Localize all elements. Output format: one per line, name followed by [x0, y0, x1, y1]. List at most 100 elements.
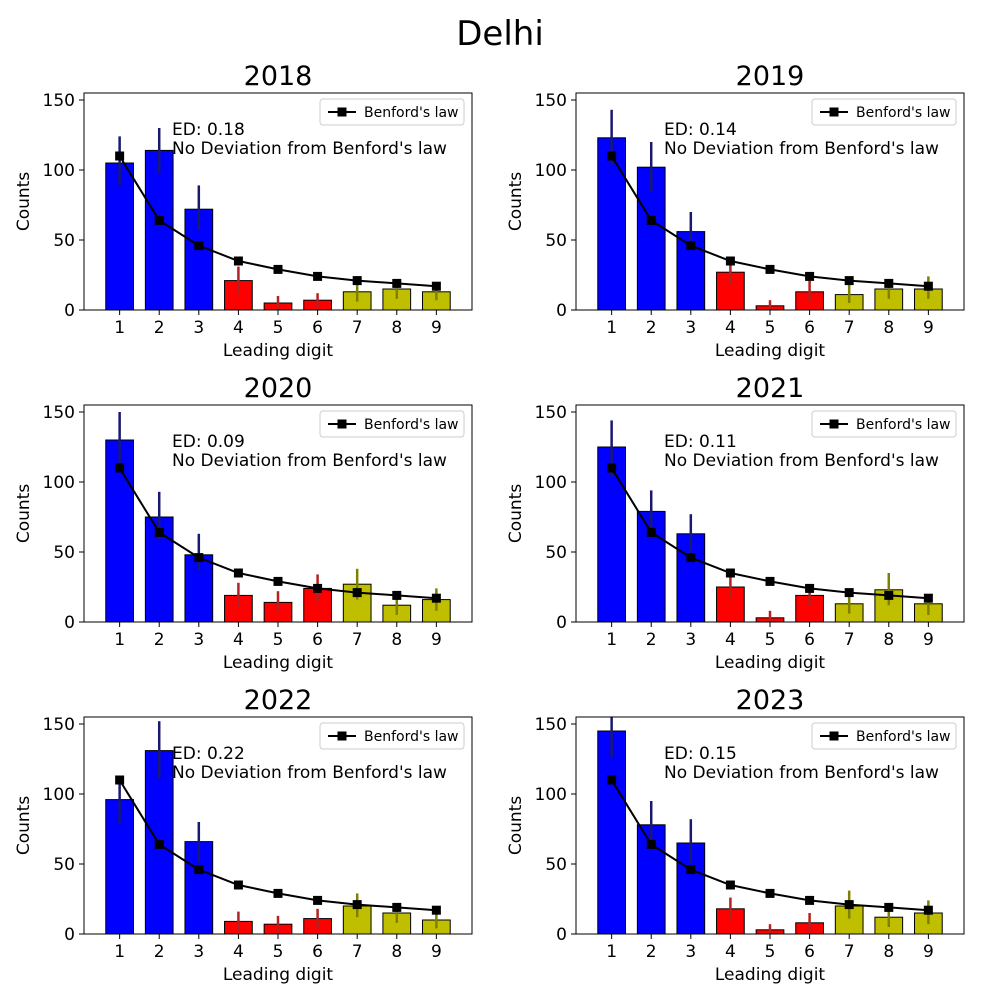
x-tick-label: 5: [765, 630, 776, 650]
x-tick-label: 9: [431, 942, 442, 962]
x-tick-label: 9: [923, 318, 934, 338]
y-tick-label: 150: [535, 403, 567, 423]
benford-marker-digit-9: [923, 593, 933, 603]
deviation-annotation: No Deviation from Benford's law: [664, 763, 939, 783]
benford-marker-digit-9: [431, 905, 441, 915]
x-tick-label: 7: [352, 318, 363, 338]
x-tick-label: 9: [431, 318, 442, 338]
x-tick-label: 2: [646, 942, 657, 962]
benford-marker-digit-3: [686, 865, 696, 875]
y-tick-label: 150: [535, 715, 567, 735]
legend-box: [319, 98, 465, 126]
x-tick-label: 8: [391, 630, 402, 650]
benford-marker-digit-3: [194, 865, 204, 875]
x-axis-label: Leading digit: [715, 341, 826, 361]
benford-marker-digit-1: [115, 463, 125, 473]
legend-label: Benford's law: [856, 729, 951, 745]
benford-marker-digit-4: [233, 256, 243, 266]
legend-box: [811, 98, 957, 126]
x-tick-label: 8: [391, 318, 402, 338]
legend-marker-swatch: [337, 107, 347, 117]
benford-marker-digit-5: [273, 888, 283, 898]
panel-title: 2022: [244, 685, 313, 716]
x-tick-label: 2: [154, 318, 165, 338]
benford-marker-digit-2: [646, 839, 656, 849]
x-tick-label: 1: [114, 318, 125, 338]
x-tick-label: 6: [312, 318, 323, 338]
legend-box: [811, 410, 957, 438]
x-axis-label: Leading digit: [715, 653, 826, 673]
y-tick-label: 100: [535, 161, 567, 181]
axes-frame: [83, 92, 473, 311]
y-tick-label: 50: [53, 231, 75, 251]
bar-digit-1: [597, 137, 626, 311]
deviation-annotation: No Deviation from Benford's law: [172, 451, 447, 471]
x-tick-label: 8: [883, 942, 894, 962]
x-axis-label: Leading digit: [715, 965, 826, 985]
benford-marker-digit-2: [154, 215, 164, 225]
legend-marker-swatch: [829, 107, 839, 117]
benford-marker-digit-1: [115, 151, 125, 161]
benford-marker-digit-7: [844, 276, 854, 286]
legend-label: Benford's law: [856, 417, 951, 433]
benford-marker-digit-2: [154, 527, 164, 537]
legend: Benford's law: [811, 722, 957, 750]
legend-box: [319, 410, 465, 438]
ed-annotation: ED: 0.14: [664, 120, 737, 140]
panel-2018: 2018 0 50 100 150 1 2 3 4 5 6 7 8 9 Leading digit Count…: [14, 61, 473, 361]
panel-title: 2020: [244, 373, 313, 404]
panel-2019: 2019 0 50 100 150 1 2 3 4 5 6 7 8 9 Leading digit Count…: [506, 61, 965, 361]
benford-marker-digit-6: [313, 895, 323, 905]
bar-digit-2: [144, 149, 174, 311]
y-tick-label: 100: [535, 785, 567, 805]
legend-label: Benford's law: [856, 105, 951, 121]
benford-marker-digit-2: [154, 839, 164, 849]
x-tick-label: 5: [273, 942, 284, 962]
bar-digit-1: [105, 162, 134, 311]
x-tick-label: 3: [193, 630, 204, 650]
x-tick-label: 2: [646, 318, 657, 338]
legend-marker-swatch: [337, 731, 347, 741]
y-axis-label: Counts: [14, 172, 34, 231]
y-tick-label: 0: [556, 301, 567, 321]
x-tick-label: 8: [883, 630, 894, 650]
panel-title: 2019: [736, 61, 805, 92]
x-tick-label: 4: [725, 318, 736, 338]
y-tick-label: 150: [43, 715, 75, 735]
x-tick-label: 1: [606, 318, 617, 338]
benford-marker-digit-4: [725, 568, 735, 578]
benford-marker-digit-2: [646, 527, 656, 537]
benford-marker-digit-3: [686, 553, 696, 563]
x-tick-label: 7: [844, 318, 855, 338]
panel-title: 2018: [244, 61, 313, 92]
benford-marker-digit-5: [765, 888, 775, 898]
benford-marker-digit-7: [352, 276, 362, 286]
benford-marker-digit-3: [686, 241, 696, 251]
x-tick-label: 2: [646, 630, 657, 650]
benford-marker-digit-3: [194, 553, 204, 563]
x-axis-label: Leading digit: [223, 653, 334, 673]
y-tick-label: 0: [64, 925, 75, 945]
deviation-annotation: No Deviation from Benford's law: [664, 139, 939, 159]
legend-label: Benford's law: [364, 729, 459, 745]
legend-marker-swatch: [337, 419, 347, 429]
deviation-annotation: No Deviation from Benford's law: [664, 451, 939, 471]
y-tick-label: 100: [535, 473, 567, 493]
x-tick-label: 1: [114, 630, 125, 650]
x-tick-label: 8: [883, 318, 894, 338]
x-tick-label: 1: [606, 942, 617, 962]
benford-marker-digit-1: [115, 775, 125, 785]
y-tick-label: 0: [64, 301, 75, 321]
legend-box: [319, 722, 465, 750]
x-tick-label: 5: [765, 942, 776, 962]
legend-box: [811, 722, 957, 750]
y-tick-label: 50: [545, 855, 567, 875]
axes-frame: [83, 716, 473, 935]
legend: Benford's law: [811, 410, 957, 438]
benford-marker-digit-9: [923, 281, 933, 291]
y-tick-label: 100: [43, 473, 75, 493]
benford-marker-digit-1: [607, 775, 617, 785]
panel-2023: 2023 0 50 100 150 1 2 3 4 5 6 7 8 9 Leading digit Count…: [506, 685, 965, 985]
benford-marker-digit-7: [352, 588, 362, 598]
